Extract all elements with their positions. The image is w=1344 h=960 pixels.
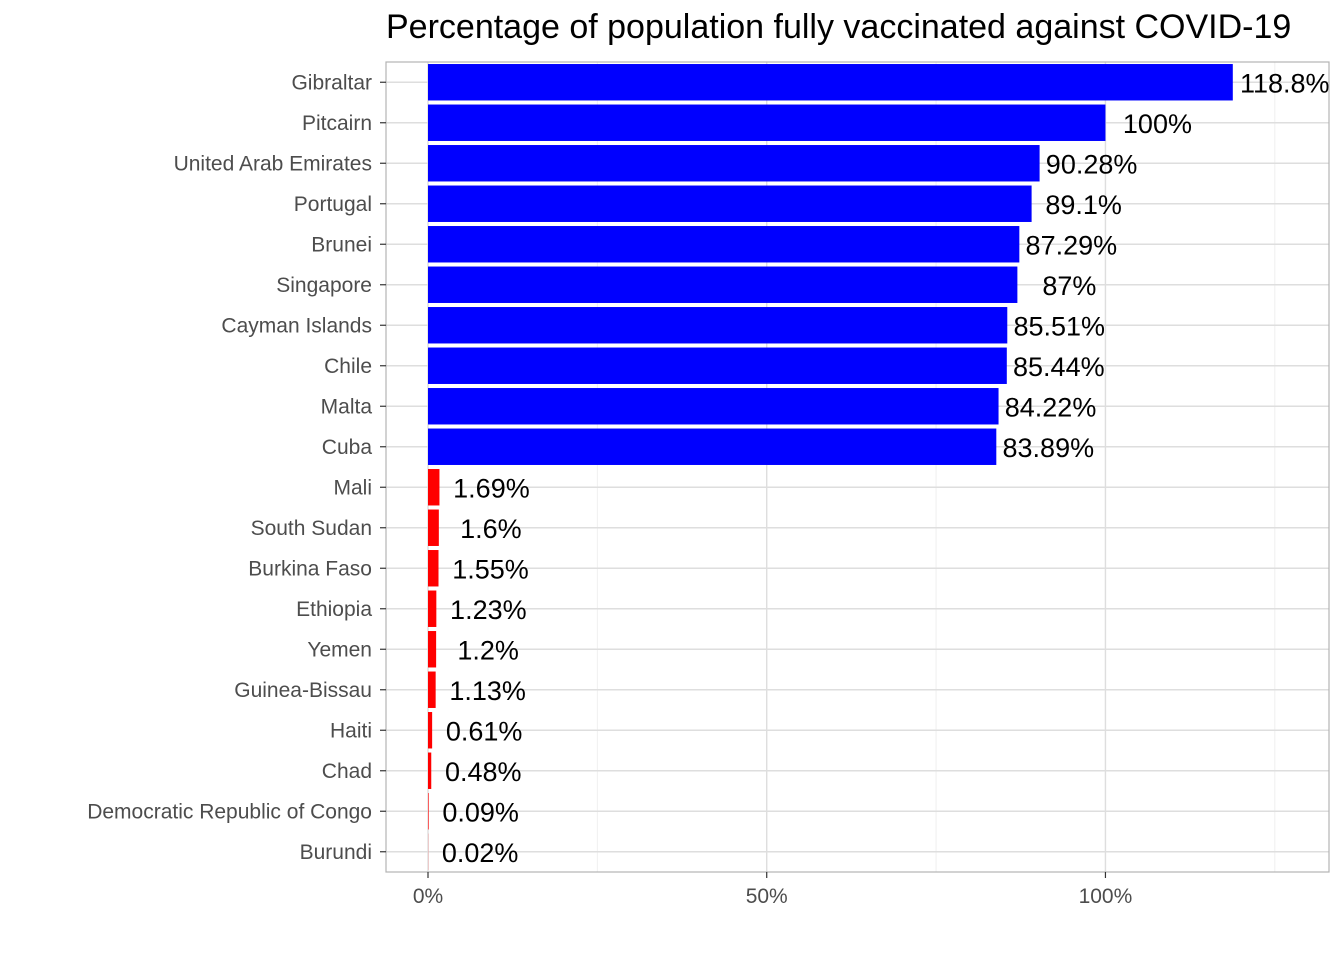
bar [428, 712, 433, 749]
bar [428, 428, 997, 465]
data-label: 1.2% [457, 635, 519, 665]
chart-title: Percentage of population fully vaccinate… [386, 8, 1292, 46]
data-labels: 118.8% 100% 90.28% 89.1% 87.29% 87% 85.51% 85.4… [442, 68, 1330, 868]
data-label: 1.13% [449, 676, 526, 706]
bar [428, 509, 439, 546]
y-axis: Gibraltar Pitcairn United Arab Emirates Por… [87, 71, 386, 864]
data-label: 100% [1123, 109, 1192, 139]
data-label: 0.09% [442, 797, 519, 827]
bar [428, 145, 1040, 182]
bar [428, 307, 1008, 344]
data-label: 85.44% [1013, 352, 1105, 382]
bar [428, 388, 999, 425]
bar [428, 550, 439, 587]
y-tick-label: Burkina Faso [248, 557, 372, 580]
bar [428, 590, 437, 627]
x-tick-label: 50% [746, 885, 788, 908]
y-tick-label: Mali [333, 476, 372, 499]
y-tick-label: Gibraltar [291, 71, 372, 94]
data-label: 89.1% [1045, 190, 1122, 220]
bar [428, 226, 1020, 263]
y-tick-label: United Arab Emirates [174, 152, 372, 175]
y-tick-label: Singapore [276, 274, 372, 297]
y-tick-label: Haiti [330, 719, 372, 742]
data-label: 0.02% [442, 838, 519, 868]
y-tick-label: Democratic Republic of Congo [87, 800, 372, 823]
bar [428, 793, 429, 830]
data-label: 118.8% [1240, 68, 1330, 98]
y-tick-label: Chad [322, 760, 372, 783]
y-tick-label: Cayman Islands [221, 314, 372, 337]
y-tick-label: Guinea-Bissau [234, 679, 372, 702]
grid-lines [386, 62, 1329, 872]
x-axis: 0% 50% 100% [413, 872, 1132, 908]
data-label: 84.22% [1005, 392, 1097, 422]
x-tick-label: 100% [1079, 885, 1133, 908]
data-label: 0.48% [445, 757, 522, 787]
bar [428, 185, 1032, 222]
y-tick-label: Malta [321, 395, 373, 418]
data-label: 1.55% [452, 554, 529, 584]
data-label: 90.28% [1046, 149, 1138, 179]
data-label: 1.6% [460, 514, 522, 544]
y-tick-label: Portugal [294, 193, 372, 216]
y-tick-label: South Sudan [251, 517, 372, 540]
data-label: 1.69% [453, 473, 530, 503]
data-label: 87% [1042, 271, 1096, 301]
bar [428, 347, 1007, 384]
y-tick-label: Chile [324, 355, 372, 378]
bar [428, 469, 440, 506]
y-tick-label: Pitcairn [302, 112, 372, 135]
bar [428, 752, 432, 789]
data-label: 87.29% [1026, 230, 1118, 260]
data-label: 0.61% [446, 716, 523, 746]
bar [428, 64, 1233, 101]
y-tick-label: Ethiopia [296, 598, 372, 621]
bar [428, 266, 1018, 303]
data-label: 85.51% [1013, 311, 1105, 341]
y-tick-label: Brunei [311, 233, 372, 256]
data-label: 83.89% [1003, 433, 1095, 463]
y-tick-label: Cuba [322, 436, 373, 459]
x-tick-label: 0% [413, 885, 443, 908]
bar [428, 104, 1106, 141]
bars [428, 64, 1233, 870]
plot-panel-border [385, 61, 1330, 873]
bar [428, 671, 436, 708]
bar [428, 631, 437, 668]
y-tick-label: Yemen [307, 638, 372, 661]
y-tick-label: Burundi [300, 841, 372, 864]
data-label: 1.23% [450, 595, 527, 625]
